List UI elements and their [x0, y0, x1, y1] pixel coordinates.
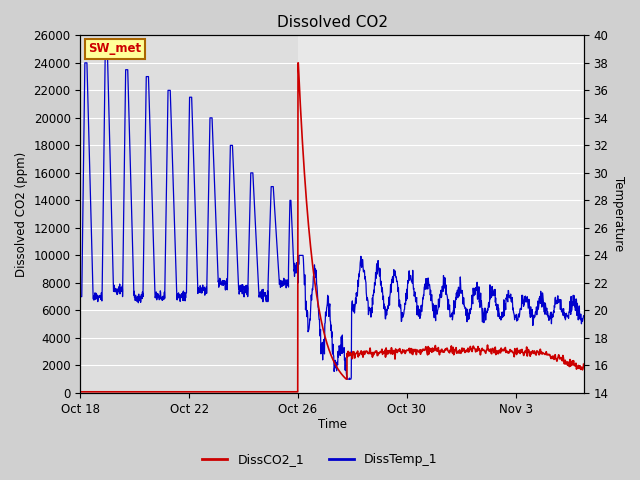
Y-axis label: Dissolved CO2 (ppm): Dissolved CO2 (ppm) [15, 152, 28, 277]
Bar [81, 36, 298, 393]
X-axis label: Time: Time [317, 419, 346, 432]
Legend: DissCO2_1, DissTemp_1: DissCO2_1, DissTemp_1 [197, 448, 443, 471]
Text: SW_met: SW_met [88, 42, 141, 55]
Y-axis label: Temperature: Temperature [612, 177, 625, 252]
Title: Dissolved CO2: Dissolved CO2 [276, 15, 387, 30]
